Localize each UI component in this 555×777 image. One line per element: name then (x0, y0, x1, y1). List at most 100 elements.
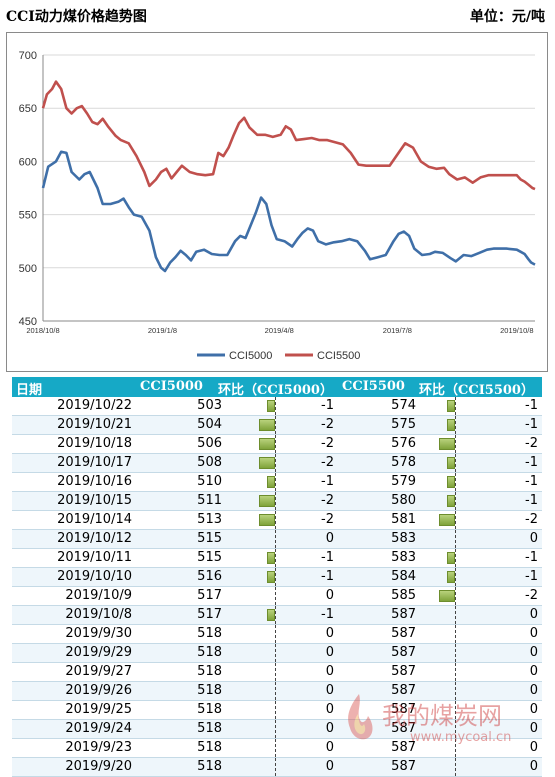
header-cci5000: CCI5000 (140, 379, 203, 394)
ratio-axis-line (455, 701, 456, 719)
cell-ratio-cci5000: 0 (325, 740, 334, 755)
cell-cci5500: 587 (391, 721, 416, 736)
cell-cci5500: 587 (391, 607, 416, 622)
cell-ratio-cci5000: -2 (321, 512, 334, 527)
cell-ratio-cci5000: -1 (321, 398, 334, 413)
ratio-bar-cci5500 (439, 514, 455, 526)
ratio-axis-line (275, 454, 276, 472)
ratio-bar-cci5000 (259, 438, 275, 450)
x-tick-label: 2018/10/8 (26, 326, 59, 335)
ratio-bar-cci5500 (447, 457, 455, 469)
ratio-axis-line (455, 625, 456, 643)
cell-date: 2019/10/16 (57, 474, 132, 489)
cell-ratio-cci5500: 0 (529, 645, 538, 660)
cell-ratio-cci5000: -1 (321, 550, 334, 565)
cell-date: 2019/9/27 (65, 664, 132, 679)
table-row: 2019/9/29 518 0 587 0 (12, 644, 542, 663)
ratio-axis-line (275, 606, 276, 624)
cell-cci5500: 583 (391, 550, 416, 565)
ratio-axis-line (275, 549, 276, 567)
table-row: 2019/9/20 518 0 587 0 (12, 758, 542, 777)
cell-ratio-cci5000: 0 (325, 588, 334, 603)
cell-date: 2019/10/15 (57, 493, 132, 508)
cell-cci5000: 518 (197, 664, 222, 679)
table-row: 2019/10/18 506 -2 576 -2 (12, 435, 542, 454)
ratio-bar-cci5000 (259, 514, 275, 526)
cell-date: 2019/10/10 (57, 569, 132, 584)
ratio-bar-cci5500 (447, 400, 455, 412)
ratio-axis-line (275, 663, 276, 681)
y-tick-label: 550 (19, 210, 37, 222)
cell-cci5000: 518 (197, 740, 222, 755)
ratio-axis-line (275, 682, 276, 700)
flame-logo-icon (348, 694, 373, 740)
table-row: 2019/10/12 515 0 583 0 (12, 530, 542, 549)
cell-date: 2019/10/12 (57, 531, 132, 546)
unit-label: 单位：元/吨 (469, 9, 545, 25)
cell-date: 2019/9/24 (65, 721, 132, 736)
cell-cci5500: 583 (391, 531, 416, 546)
ratio-bar-cci5000 (259, 457, 275, 469)
cell-cci5500: 585 (391, 588, 416, 603)
ratio-bar-cci5500 (447, 552, 455, 564)
cell-ratio-cci5500: -2 (525, 588, 538, 603)
table-row: 2019/10/14 513 -2 581 -2 (12, 511, 542, 530)
cell-ratio-cci5000: -2 (321, 436, 334, 451)
ratio-axis-line (275, 701, 276, 719)
cell-date: 2019/10/9 (65, 588, 132, 603)
cell-cci5000: 511 (197, 493, 222, 508)
cell-ratio-cci5000: 0 (325, 531, 334, 546)
ratio-bar-cci5500 (447, 571, 455, 583)
ratio-axis-line (455, 682, 456, 700)
cell-date: 2019/9/29 (65, 645, 132, 660)
ratio-axis-line (275, 644, 276, 662)
y-tick-label: 650 (19, 103, 37, 115)
header-ratio-cci5500: 环比（CCI5500） (419, 383, 534, 398)
ratio-axis-line (275, 720, 276, 738)
cell-cci5500: 581 (391, 512, 416, 527)
ratio-axis-line (455, 530, 456, 548)
cell-ratio-cci5500: 0 (529, 626, 538, 641)
cell-ratio-cci5500: 0 (529, 721, 538, 736)
ratio-axis-line (455, 587, 456, 605)
cell-ratio-cci5500: -1 (525, 569, 538, 584)
table-row: 2019/9/27 518 0 587 0 (12, 663, 542, 682)
series-line-cci5500 (41, 80, 536, 191)
table-row: 2019/10/11 515 -1 583 -1 (12, 549, 542, 568)
table-row: 2019/10/22 503 -1 574 -1 (12, 397, 542, 416)
table-row: 2019/10/17 508 -2 578 -1 (12, 454, 542, 473)
ratio-axis-line (455, 511, 456, 529)
ratio-axis-line (275, 568, 276, 586)
ratio-bar-cci5500 (439, 590, 455, 602)
cell-cci5500: 575 (391, 417, 416, 432)
cell-ratio-cci5500: 0 (529, 683, 538, 698)
ratio-axis-line (275, 625, 276, 643)
y-tick-label: 700 (19, 50, 37, 62)
cell-cci5500: 579 (391, 474, 416, 489)
cell-ratio-cci5500: -1 (525, 455, 538, 470)
cell-cci5000: 518 (197, 721, 222, 736)
y-tick-label: 600 (19, 156, 37, 168)
cell-date: 2019/9/30 (65, 626, 132, 641)
cell-cci5500: 574 (391, 398, 416, 413)
ratio-bar-cci5000 (267, 552, 275, 564)
table-row: 2019/10/15 511 -2 580 -1 (12, 492, 542, 511)
cell-cci5500: 576 (391, 436, 416, 451)
table-row: 2019/10/21 504 -2 575 -1 (12, 416, 542, 435)
x-tick-label: 2019/7/8 (383, 326, 412, 335)
cell-ratio-cci5500: -1 (525, 417, 538, 432)
cell-cci5000: 518 (197, 626, 222, 641)
watermark: 我的煤炭网 www.mycoal.cn (330, 690, 550, 750)
ratio-bar-cci5000 (259, 495, 275, 507)
ratio-bar-cci5500 (447, 476, 455, 488)
ratio-axis-line (455, 416, 456, 434)
y-tick-label: 500 (19, 263, 37, 275)
line-chart: 450 500 550 600 650 700 2018/10/8 2019/1/8 2019/… (6, 32, 548, 372)
ratio-axis-line (275, 397, 276, 415)
ratio-axis-line (455, 435, 456, 453)
cell-cci5500: 580 (391, 493, 416, 508)
title-bar: CCI动力煤价格趋势图 单位：元/吨 (0, 0, 555, 30)
cell-cci5000: 510 (197, 474, 222, 489)
cell-date: 2019/9/26 (65, 683, 132, 698)
cell-ratio-cci5000: -1 (321, 569, 334, 584)
